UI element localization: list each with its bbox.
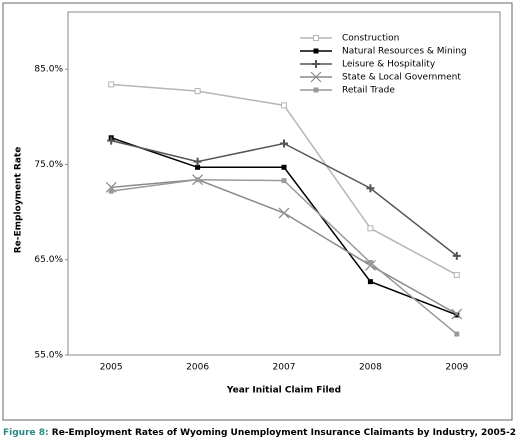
marker: [367, 279, 373, 285]
x-tick-label: 2007: [273, 363, 296, 373]
y-tick-label: 55.0%: [34, 351, 63, 361]
marker: [364, 260, 376, 271]
y-tick-label: 85.0%: [34, 65, 63, 75]
caption-label: Figure 8:: [3, 428, 49, 438]
marker: [452, 251, 461, 260]
x-tick-label: 2009: [445, 363, 468, 373]
legend-label: State & Local Government: [342, 73, 461, 83]
y-tick-label: 75.0%: [34, 160, 63, 170]
marker: [281, 102, 287, 109]
y-tick-label: 65.0%: [34, 255, 63, 265]
marker: [107, 136, 116, 145]
series-line: [111, 139, 458, 257]
marker: [281, 164, 287, 170]
x-tick-label: 2005: [100, 363, 123, 373]
marker: [108, 188, 114, 194]
marker: [313, 48, 319, 54]
marker: [454, 312, 460, 318]
plot-frame: [67, 11, 501, 356]
legend-label: Construction: [342, 34, 399, 44]
caption: Figure 8: Re-Employment Rates of Wyoming…: [3, 428, 516, 438]
y-axis-title: Re-Employment Rate: [14, 147, 24, 254]
x-axis-title: Year Initial Claim Filed: [226, 386, 341, 396]
marker: [313, 87, 319, 93]
caption-text: Re-Employment Rates of Wyoming Unemploym…: [52, 428, 516, 438]
marker: [367, 260, 373, 266]
series-line: [110, 137, 458, 316]
legend-label: Natural Resources & Mining: [342, 47, 467, 57]
marker: [195, 177, 201, 183]
marker: [313, 35, 319, 41]
marker: [193, 157, 202, 166]
chart-frame: [2, 2, 513, 421]
series-line: [111, 178, 458, 335]
marker: [454, 331, 460, 337]
marker: [312, 60, 320, 68]
marker: [366, 184, 375, 193]
marker: [451, 308, 463, 320]
marker: [310, 71, 322, 83]
x-tick-label: 2006: [186, 363, 209, 373]
legend-label: Retail Trade: [342, 86, 395, 96]
marker: [367, 225, 374, 232]
marker: [108, 81, 115, 88]
marker: [278, 207, 290, 219]
legend-label: Leisure & Hospitality: [342, 60, 436, 70]
marker: [280, 139, 288, 148]
marker: [281, 178, 287, 184]
marker: [453, 271, 460, 278]
marker: [195, 164, 201, 170]
marker: [194, 88, 201, 95]
x-tick-label: 2008: [359, 363, 382, 373]
